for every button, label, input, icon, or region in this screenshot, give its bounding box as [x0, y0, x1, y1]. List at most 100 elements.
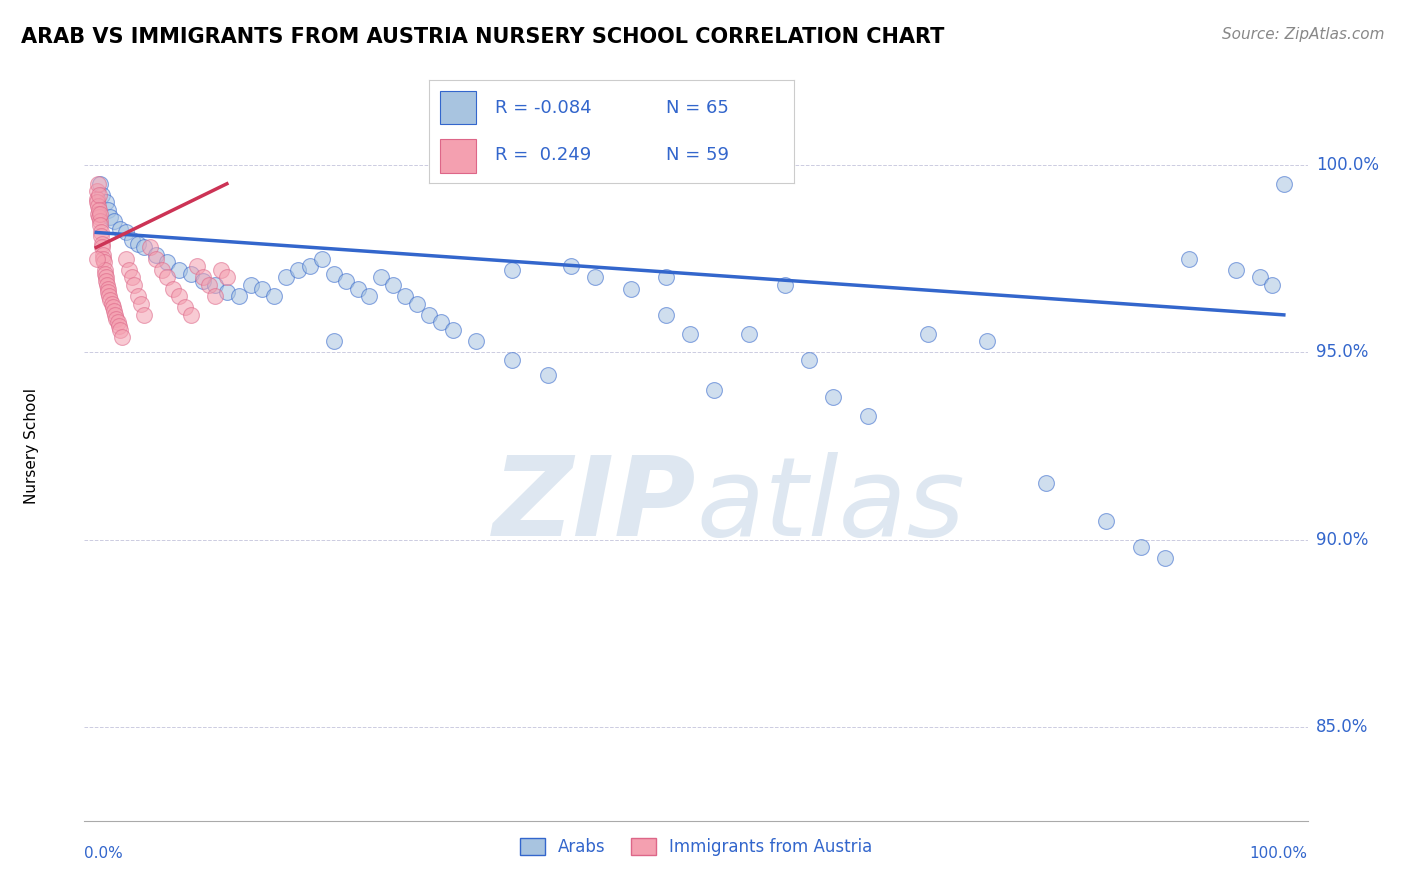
Point — [138, 240, 160, 254]
Point — [917, 326, 939, 341]
Point — [191, 274, 214, 288]
Point — [90, 229, 112, 244]
Point — [239, 277, 262, 292]
Point — [145, 252, 167, 266]
Point — [169, 263, 191, 277]
Point — [679, 326, 702, 341]
Point — [560, 259, 582, 273]
Point — [370, 270, 392, 285]
Text: 100.0%: 100.0% — [1316, 156, 1379, 174]
Point — [501, 263, 523, 277]
Point — [186, 259, 208, 273]
Point — [89, 177, 111, 191]
Point — [156, 270, 179, 285]
Point — [87, 177, 110, 191]
Point — [198, 277, 221, 292]
Text: Nursery School: Nursery School — [24, 388, 39, 504]
Point — [107, 315, 129, 329]
Point — [97, 202, 120, 217]
Point — [1225, 263, 1247, 277]
Text: atlas: atlas — [696, 452, 965, 559]
Point — [215, 285, 238, 300]
Point — [174, 301, 197, 315]
Point — [162, 282, 184, 296]
Legend: Arabs, Immigrants from Austria: Arabs, Immigrants from Austria — [512, 830, 880, 864]
Point — [121, 233, 143, 247]
Point — [738, 326, 761, 341]
Text: ARAB VS IMMIGRANTS FROM AUSTRIA NURSERY SCHOOL CORRELATION CHART: ARAB VS IMMIGRANTS FROM AUSTRIA NURSERY … — [21, 27, 945, 46]
Point — [1154, 551, 1177, 566]
Point — [276, 270, 298, 285]
Text: R =  0.249: R = 0.249 — [495, 146, 591, 164]
Point — [180, 308, 202, 322]
Point — [115, 252, 138, 266]
Point — [441, 323, 464, 337]
Point — [429, 315, 451, 329]
Text: 90.0%: 90.0% — [1316, 531, 1368, 549]
Point — [100, 293, 122, 307]
Point — [111, 330, 134, 344]
Point — [1261, 277, 1284, 292]
Point — [108, 323, 131, 337]
Point — [93, 255, 115, 269]
FancyBboxPatch shape — [440, 91, 477, 124]
Point — [86, 184, 108, 198]
Point — [465, 334, 488, 348]
Point — [90, 226, 112, 240]
Point — [156, 255, 179, 269]
Point — [107, 319, 129, 334]
Point — [89, 214, 111, 228]
Text: N = 59: N = 59 — [666, 146, 730, 164]
Point — [108, 221, 131, 235]
Point — [655, 270, 678, 285]
Point — [322, 267, 344, 281]
Point — [104, 308, 127, 322]
Point — [132, 308, 155, 322]
Point — [1178, 252, 1201, 266]
Point — [96, 282, 118, 296]
Point — [406, 296, 429, 310]
Point — [382, 277, 405, 292]
Text: ZIP: ZIP — [492, 452, 696, 559]
Point — [191, 270, 214, 285]
Point — [87, 188, 110, 202]
Point — [122, 277, 145, 292]
Point — [287, 263, 309, 277]
Point — [821, 390, 844, 404]
Point — [101, 301, 124, 315]
Text: 0.0%: 0.0% — [84, 846, 124, 861]
Point — [335, 274, 357, 288]
Point — [96, 274, 118, 288]
Point — [94, 195, 117, 210]
Point — [228, 289, 250, 303]
Point — [394, 289, 416, 303]
Point — [418, 308, 440, 322]
Point — [1249, 270, 1271, 285]
Point — [263, 289, 285, 303]
Point — [145, 248, 167, 262]
Point — [91, 240, 114, 254]
Point — [150, 263, 173, 277]
Point — [86, 199, 108, 213]
FancyBboxPatch shape — [440, 139, 477, 173]
Point — [94, 270, 117, 285]
Point — [89, 207, 111, 221]
Point — [1035, 476, 1057, 491]
Point — [127, 236, 149, 251]
Point — [501, 352, 523, 367]
Point — [169, 289, 191, 303]
Point — [1130, 540, 1153, 554]
Point — [97, 285, 120, 300]
Point — [655, 308, 678, 322]
Point — [94, 267, 117, 281]
Text: N = 65: N = 65 — [666, 99, 730, 117]
Point — [105, 311, 128, 326]
Text: R = -0.084: R = -0.084 — [495, 99, 592, 117]
Point — [976, 334, 998, 348]
Point — [115, 226, 138, 240]
Point — [797, 352, 820, 367]
Point — [89, 218, 111, 232]
Point — [536, 368, 558, 382]
Point — [103, 214, 125, 228]
Point — [773, 277, 796, 292]
